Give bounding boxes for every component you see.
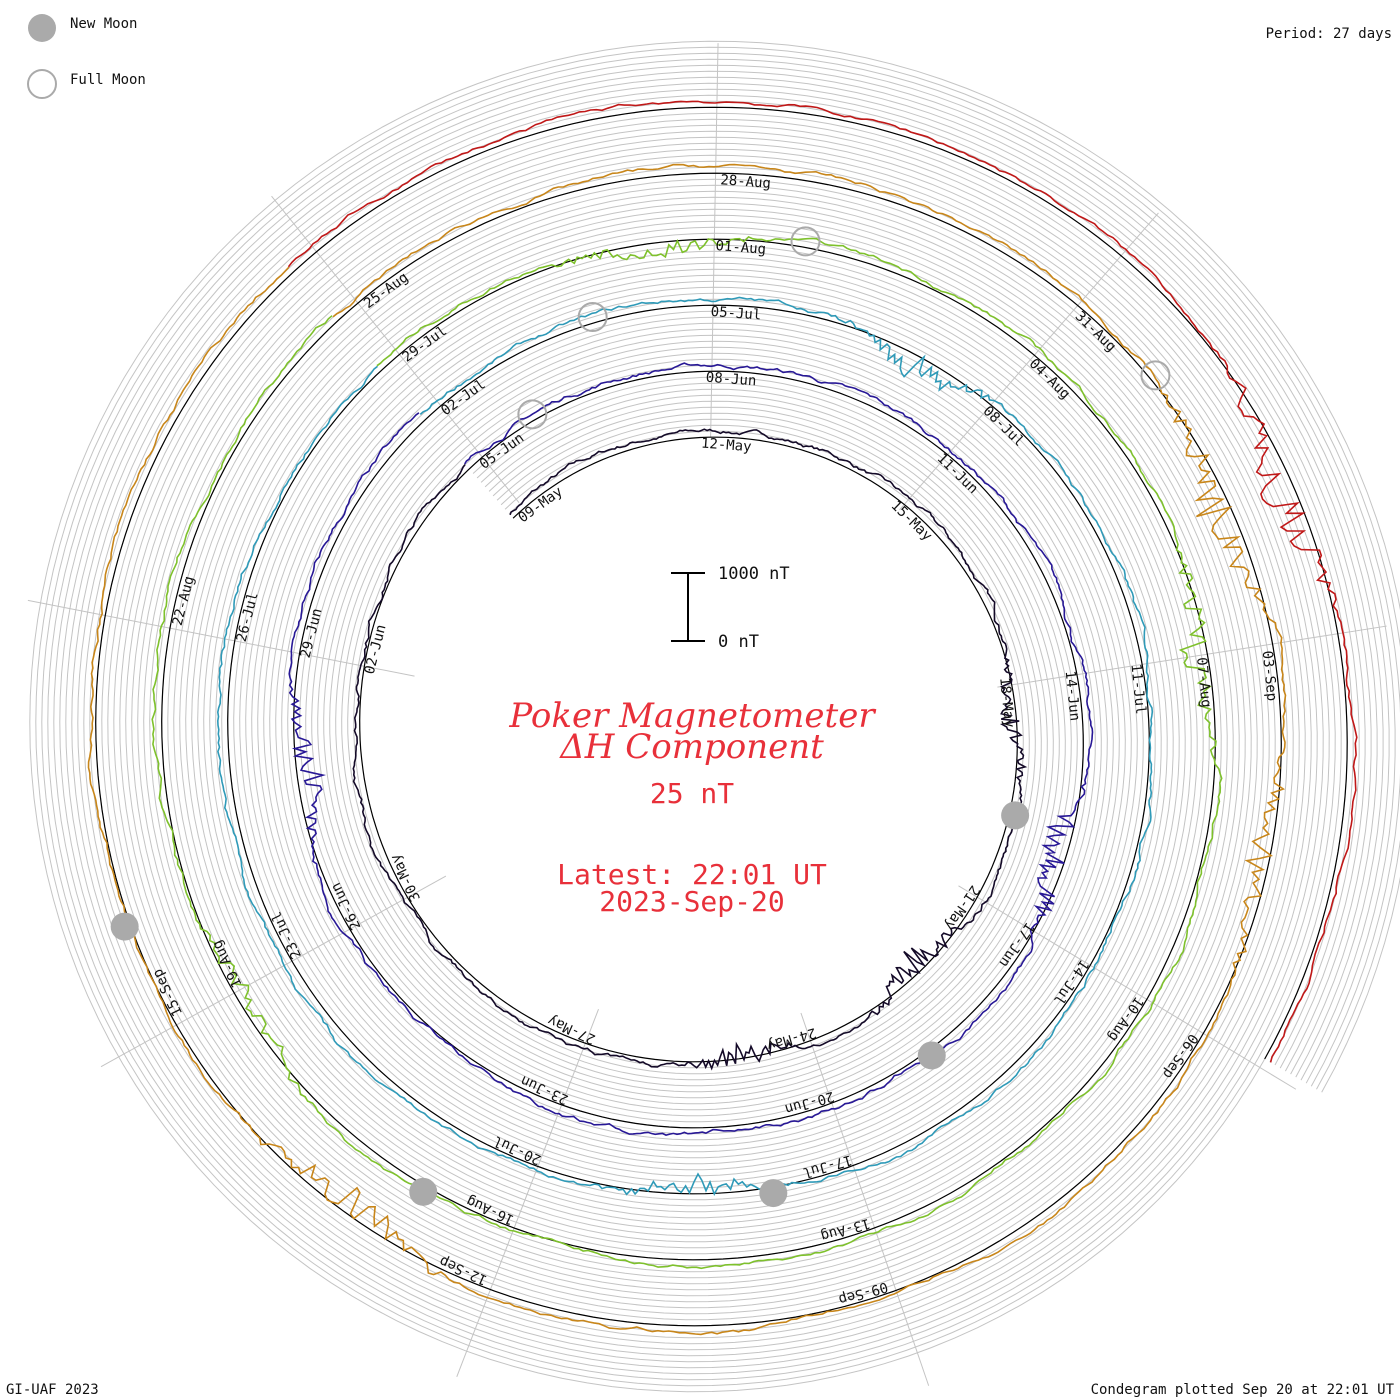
date-label: 28-Aug (720, 172, 772, 192)
date-label: 08-Jun (705, 370, 757, 390)
date-label: 31-Aug (1072, 308, 1119, 355)
date-label: 12-May (700, 436, 752, 456)
chart-title-line1: Poker Magnetometer (508, 696, 876, 736)
full-moon-marker (1140, 360, 1171, 391)
baseline-spiral (95, 106, 1348, 1327)
date-label: 24-May (765, 1024, 818, 1053)
grid-spoke (100, 875, 447, 1068)
grid-track (71, 82, 1372, 1351)
date-label: 05-Jul (710, 304, 762, 324)
date-label: 08-Jul (980, 403, 1027, 450)
date-label: 14-Jun (1062, 670, 1083, 722)
grid-track (77, 88, 1366, 1345)
footer-credit: GI-UAF 2023 (6, 1382, 99, 1398)
scale-top-label: 1000 nT (718, 564, 790, 584)
date-label: 15-May (888, 498, 935, 545)
date-label: 04-Aug (1026, 356, 1073, 403)
date-label: 03-Sep (1259, 650, 1280, 702)
date-label: 27-May (545, 1012, 598, 1047)
full-moon-legend-label: Full Moon (70, 72, 146, 88)
grid-track (65, 76, 1378, 1357)
chart-title-line2: ΔH Component (558, 727, 824, 767)
new-moon-marker (759, 1179, 788, 1208)
series (87, 100, 1358, 1336)
series-trace-3 (216, 296, 1154, 1197)
series-trace-2 (288, 362, 1094, 1136)
date-label: 07-Aug (1193, 657, 1214, 709)
date-label: 18-May (996, 677, 1017, 729)
date-label: 09-May (515, 484, 565, 527)
scale-value: 25 nT (650, 777, 734, 810)
footer-plotted: Condegram plotted Sep 20 at 22:01 UT (1091, 1382, 1395, 1398)
date-label: 12-Sep (437, 1253, 490, 1288)
grid-spoke (899, 212, 1159, 511)
grid-spoke (800, 1012, 930, 1386)
date-label: 01-Aug (715, 238, 767, 258)
grid-track (47, 58, 1396, 1375)
grid-spoke (958, 885, 1297, 1090)
full-moon-marker (517, 399, 548, 430)
moon-markers (110, 226, 1171, 1208)
series-trace-4 (151, 235, 1223, 1270)
scale-bottom-label: 0 nT (718, 632, 759, 652)
grid-track (53, 64, 1390, 1369)
grid-track (35, 46, 1400, 1387)
full-moon-marker (577, 302, 608, 333)
new-moon-marker (110, 912, 139, 941)
new-moon-legend-icon (28, 14, 56, 42)
grid-spoke (997, 625, 1387, 688)
series-trace-1 (352, 428, 1028, 1071)
date-label: 23-Jun (518, 1072, 571, 1107)
spiral-baseline (95, 106, 1348, 1327)
full-moon-legend-icon (27, 69, 57, 99)
scale-bar (671, 572, 705, 642)
date-label: 21-May (941, 882, 983, 933)
new-moon-marker (1001, 801, 1030, 830)
new-moon-marker (917, 1041, 946, 1070)
latest-time: Latest: 22:01 UT (557, 858, 827, 891)
new-moon-marker (409, 1177, 438, 1206)
date-label: 11-Jul (1127, 663, 1148, 715)
grid-track (41, 52, 1400, 1381)
series-trace-6 (287, 100, 1358, 1063)
grid-track (59, 70, 1384, 1363)
latest-date: 2023-Sep-20 (599, 885, 784, 918)
series-trace-5 (87, 163, 1287, 1336)
new-moon-legend-label: New Moon (70, 16, 137, 32)
grid-track (83, 94, 1360, 1339)
grid-spoke (27, 599, 415, 677)
full-moon-marker (790, 226, 821, 257)
grid-spoke (456, 1009, 599, 1377)
period-label: Period: 27 days (1266, 26, 1392, 42)
